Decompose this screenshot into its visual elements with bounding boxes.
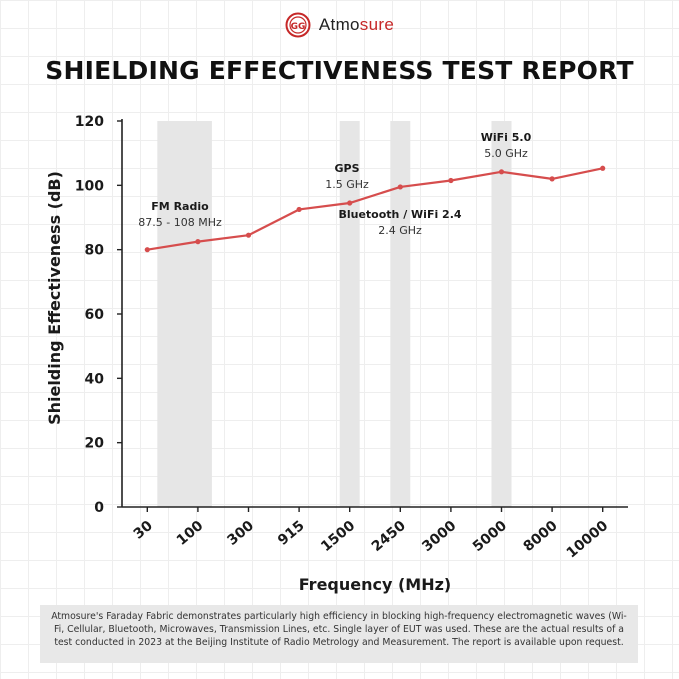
band-3 [491,121,512,507]
series-line-0 [147,167,603,251]
brand-name-prefix: Atmo [318,15,360,34]
band-sublabel-2: 2.4 GHz [378,224,422,237]
svg-text:GG: GG [291,22,306,32]
x-tick-label-915: 915 [275,518,308,549]
x-tick-label-3000: 3000 [419,518,459,555]
x-axis-title: Frequency (MHz) [299,575,451,594]
y-tick-label-20: 20 [85,436,105,452]
x-tick-label-10000: 10000 [564,518,612,562]
footer-note: Atmosure's Faraday Fabric demonstrates p… [40,605,638,663]
band-label-1: GPS [334,162,359,175]
x-tick-label-100: 100 [174,518,207,549]
y-axis-title: Shielding Effectiveness (dB) [45,171,64,425]
band-2 [390,121,411,507]
atmosure-logo-icon: GG [285,12,311,38]
shielding-chart: 0 20 40 60 80 100 120 30 100 300 915 1500 2450 3000 50… [45,114,628,594]
x-tick-label-2450: 2450 [369,518,409,555]
x-tick-label-30: 30 [131,518,156,543]
band-label-3: WiFi 5.0 [481,131,532,144]
data-point-2450 [397,184,403,190]
brand-name: Atmosure [319,15,394,35]
x-tick-label-5000: 5000 [470,518,510,555]
y-tick-label-120: 120 [75,114,104,130]
brand-name-suffix: sure [359,15,395,34]
band-label-2: Bluetooth / WiFi 2.4 [338,208,461,221]
x-tick-label-1500: 1500 [318,518,358,555]
data-point-100 [195,239,201,245]
y-tick-label-40: 40 [85,371,105,387]
x-tick-label-300: 300 [224,518,257,549]
y-tick-label-0: 0 [94,500,104,516]
brand-logo: GG Atmosure [0,12,679,38]
data-point-300 [245,232,252,238]
y-tick-label-80: 80 [85,243,105,259]
data-point-915 [296,206,302,213]
band-1 [339,121,360,507]
report-title: SHIELDING EFFECTIVENESS TEST REPORT [45,56,634,85]
y-tick-label-100: 100 [75,178,104,194]
band-sublabel-0: 87.5 - 108 MHz [138,216,222,229]
band-0 [157,121,212,507]
data-point-8000 [549,176,555,182]
data-point-30 [144,247,150,253]
data-point-10000 [600,165,606,171]
data-point-1500 [347,200,353,206]
band-sublabel-3: 5.0 GHz [484,147,528,160]
data-point-5000 [498,169,505,175]
band-sublabel-1: 1.5 GHz [325,178,369,191]
data-point-3000 [448,177,454,184]
y-tick-label-60: 60 [85,307,105,323]
band-label-0: FM Radio [151,200,209,213]
x-tick-label-8000: 8000 [521,518,561,555]
